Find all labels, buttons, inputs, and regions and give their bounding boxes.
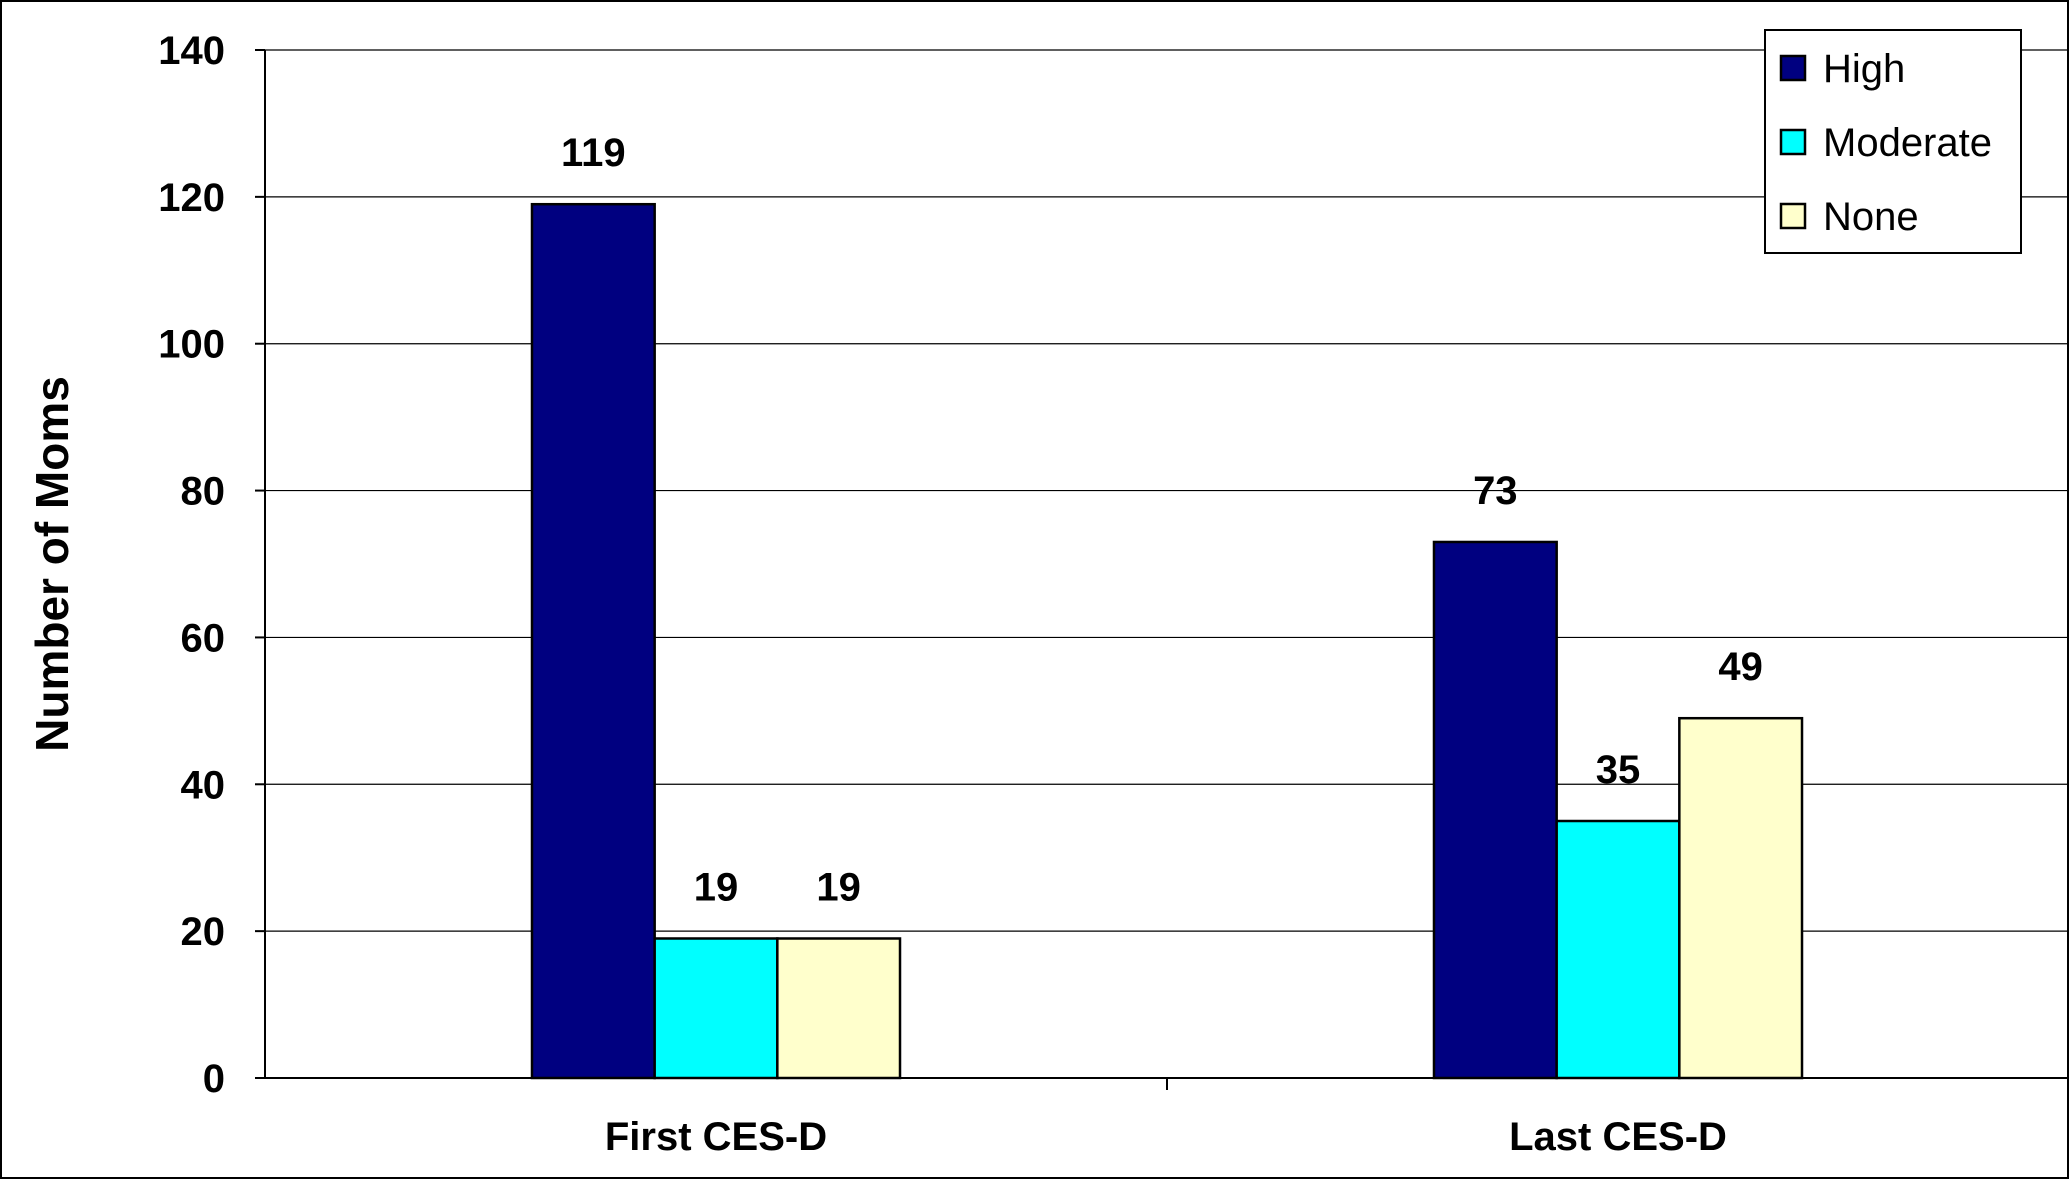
x-category-label: First CES-D [605,1115,827,1159]
y-tick-label: 140 [158,29,225,73]
legend-box [1764,29,2022,254]
y-axis-title: Number of Moms [26,376,78,752]
data-label: 73 [1473,469,1518,513]
data-labels: 119 19 19 73 35 49 [561,131,1763,909]
y-tick-label: 0 [203,1057,225,1101]
bar-none [1678,716,1804,1080]
data-label: 19 [694,865,739,909]
axes [255,49,2069,1090]
bar-moderate [653,937,779,1080]
data-label: 119 [561,131,626,175]
data-label: 35 [1596,748,1641,792]
bar-moderate [1555,819,1681,1080]
y-tick-label: 20 [181,910,226,954]
y-tick-label: 100 [158,323,225,367]
x-category-label: Last CES-D [1509,1115,1727,1159]
legend-swatch-moderate [1779,128,1807,156]
y-tick-label: 60 [181,616,226,660]
bar-high [1432,540,1558,1080]
y-tick-label: 120 [158,176,225,220]
data-label: 49 [1718,645,1763,689]
legend-swatch-none [1779,202,1807,230]
data-label: 19 [816,865,861,909]
y-tick-labels: 0 20 40 60 80 100 120 140 [158,29,225,1101]
bar-none [776,937,902,1080]
bar-high [530,202,656,1080]
legend-label-high: High [1823,47,1905,91]
y-tick-label: 80 [181,470,226,514]
bars [530,202,1804,1080]
legend-swatch-high [1779,54,1807,82]
legend: High Moderate None [1764,29,2022,254]
y-tick-label: 40 [181,763,226,807]
legend-label-moderate: Moderate [1823,121,1992,165]
legend-label-none: None [1823,195,1919,239]
x-category-labels: First CES-D Last CES-D [605,1115,1727,1159]
